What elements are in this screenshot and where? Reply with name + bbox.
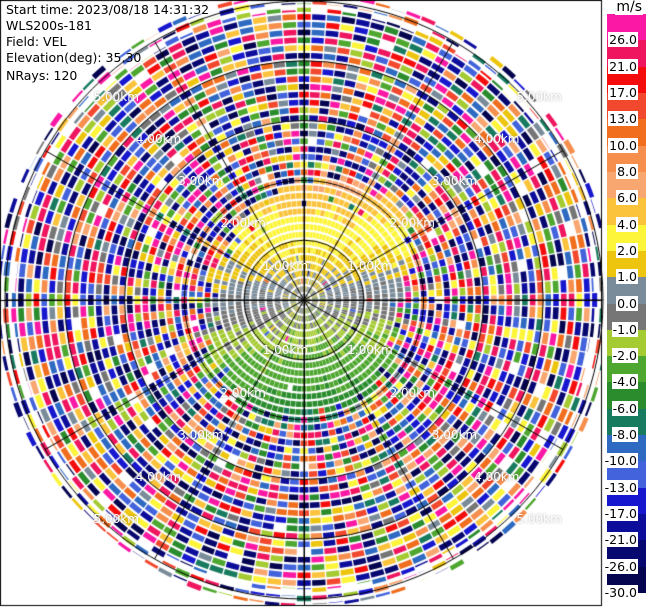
range-ring-label: 1.00km [262, 258, 309, 273]
colorbar-tick-label: -26.0 [603, 558, 638, 574]
colorbar [607, 14, 646, 594]
colorbar-tick-label: 10.0 [608, 137, 638, 153]
range-ring-label: 1.00km [347, 258, 393, 273]
colorbar-tick-label: -21.0 [603, 532, 638, 548]
range-ring-label: 1.00km [347, 343, 393, 358]
colorbar-tick-label: -17.0 [603, 506, 638, 522]
colorbar-tick-label: 8.0 [616, 163, 638, 179]
colorbar-units-label: m/s [615, 0, 643, 15]
range-ring-label: 3.00km [431, 427, 478, 442]
elevation-text: Elevation(deg): 35.30 [6, 50, 142, 65]
colorbar-tick-label: 2.0 [616, 242, 638, 258]
range-ring-label: 3.00km [178, 174, 224, 189]
colorbar-tick-label: -8.0 [611, 427, 638, 443]
range-ring-label: 2.00km [389, 216, 435, 231]
range-ring-label: 2.00km [220, 216, 266, 231]
start-time-text: Start time: 2023/08/18 14:31:32 [6, 2, 210, 17]
range-ring-label: 5.00km [93, 89, 139, 104]
colorbar-tick-label: -2.0 [611, 348, 638, 364]
field-text: Field: VEL [6, 34, 67, 49]
colorbar-tick-label: -13.0 [603, 479, 638, 495]
range-ring-label: 5.00km [516, 512, 562, 527]
colorbar-tick-label: 13.0 [608, 111, 638, 127]
range-ring-label: 4.00km [135, 470, 182, 485]
colorbar-tick-label: 6.0 [616, 190, 638, 206]
colorbar-tick-label: -30.0 [603, 585, 638, 600]
nrays-text: NRays: 120 [6, 68, 78, 83]
colorbar-tick-label: -6.0 [611, 400, 638, 416]
colorbar-tick-label: 0.0 [616, 295, 638, 311]
colorbar-tick-label: 17.0 [608, 84, 638, 100]
range-ring-label: 2.00km [220, 385, 266, 400]
instrument-text: WLS200s-181 [6, 18, 92, 33]
range-ring-label: 5.00km [93, 512, 139, 527]
range-ring-label: 4.00km [135, 131, 182, 146]
range-ring-label: 5.00km [516, 89, 562, 104]
colorbar-tick-label: 21.0 [608, 58, 638, 74]
colorbar-tick-label: 4.0 [616, 216, 638, 232]
colorbar-tick-label: -1.0 [611, 321, 638, 337]
range-ring-label: 3.00km [178, 427, 224, 442]
range-ring-label: 3.00km [431, 174, 478, 189]
range-ring-label: 2.00km [389, 385, 435, 400]
range-ring-label: 4.00km [474, 470, 520, 485]
range-ring-label: 1.00km [262, 343, 309, 358]
colorbar-tick-label: -4.0 [611, 374, 638, 390]
colorbar-tick-label: 26.0 [608, 32, 638, 48]
colorbar-tick-label: -10.0 [603, 453, 638, 469]
range-ring-label: 4.00km [474, 131, 520, 146]
colorbar-tick-label: 1.0 [616, 269, 638, 285]
